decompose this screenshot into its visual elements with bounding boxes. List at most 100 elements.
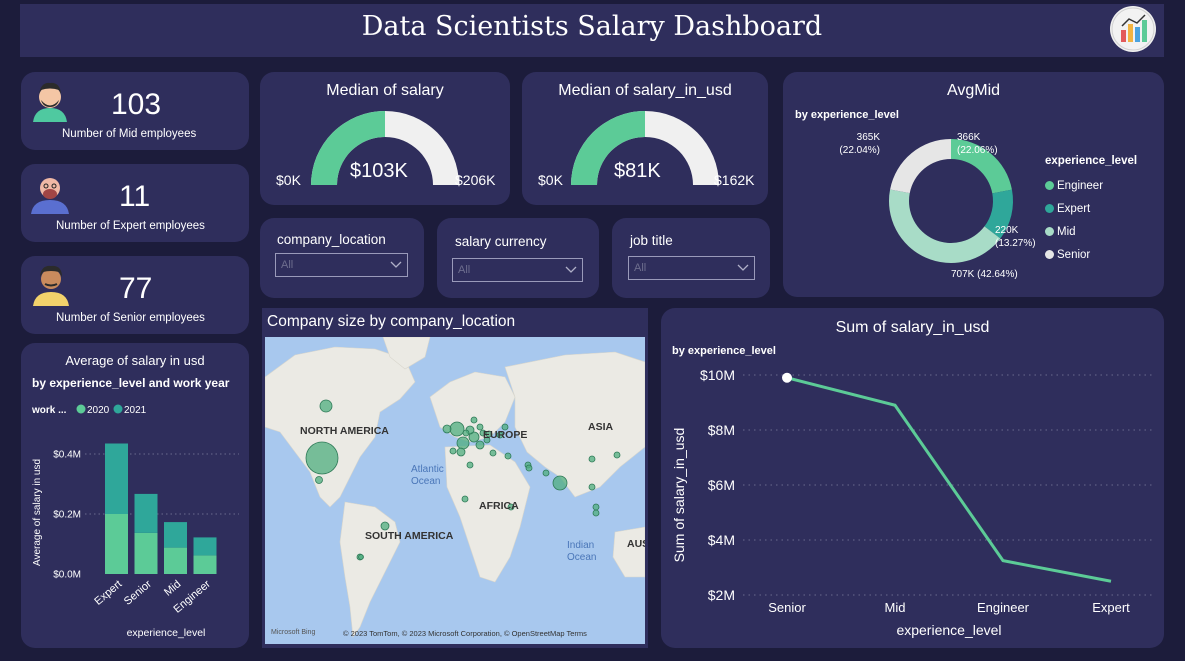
slicer-job-title-value: All bbox=[634, 262, 647, 274]
chart-logo-icon bbox=[1110, 6, 1156, 52]
bar-ytick-label: $0.4M bbox=[53, 450, 81, 461]
donut-legend-item-expert[interactable]: Expert bbox=[1045, 197, 1103, 220]
header-bar: Data Scientists Salary Dashboard bbox=[20, 4, 1164, 57]
line-highlight-point[interactable] bbox=[782, 372, 792, 383]
donut-slice-expert[interactable] bbox=[984, 189, 1013, 239]
line-ytick-label: $8M bbox=[708, 422, 735, 438]
map-credits: © 2023 TomTom, © 2023 Microsoft Corporat… bbox=[343, 629, 587, 638]
map-bubble-brazil[interactable] bbox=[380, 521, 390, 531]
bar-expert-2021[interactable] bbox=[105, 443, 128, 515]
donut-chart: 366K (22.06%) 220K (13.27%) 707K (42.64%) 365… bbox=[839, 132, 1036, 280]
slicer-company-location-dropdown[interactable]: All bbox=[275, 253, 408, 277]
map-bubble-argentina[interactable] bbox=[358, 554, 364, 560]
donut-legend-item-mid[interactable]: Mid bbox=[1045, 220, 1103, 243]
bar-xtick-label: Mid bbox=[162, 578, 183, 599]
map-bubble-algeria[interactable] bbox=[466, 461, 474, 469]
donut-subtitle: by experience_level bbox=[795, 109, 899, 121]
chevron-down-icon bbox=[390, 261, 402, 268]
bar-mid-2021[interactable] bbox=[164, 522, 187, 548]
line-series[interactable] bbox=[786, 376, 1112, 583]
line-chart-subtitle: by experience_level bbox=[672, 345, 776, 357]
bar-legend-label-2021[interactable]: 2021 bbox=[124, 405, 147, 416]
map-bubble-portugal[interactable] bbox=[449, 447, 457, 455]
line-chart-title: Sum of salary_in_usd bbox=[835, 319, 990, 336]
line-xtick-label: Engineer bbox=[977, 600, 1030, 615]
map-bubble-belgium[interactable] bbox=[462, 429, 470, 437]
map-bubble-greece[interactable] bbox=[489, 449, 497, 457]
gauge-salary-min: $0K bbox=[276, 172, 301, 188]
map-bubble-ukraine[interactable] bbox=[496, 431, 504, 439]
world-map[interactable]: NORTH AMERICA EUROPE ASIA AFRICA SOUTH A… bbox=[265, 337, 645, 644]
chevron-down-icon bbox=[565, 266, 577, 273]
bar-senior-2021[interactable] bbox=[134, 493, 158, 533]
slicer-salary-currency-dropdown[interactable]: All bbox=[452, 258, 583, 282]
mid-employee-avatar-icon bbox=[33, 82, 67, 122]
bar-mid-2020[interactable] bbox=[164, 547, 187, 574]
map-bubble-ireland[interactable] bbox=[442, 424, 452, 434]
map-bubble-hungary[interactable] bbox=[483, 436, 491, 444]
donut-legend-item-engineer[interactable]: Engineer bbox=[1045, 174, 1103, 197]
donut-slice-senior[interactable] bbox=[890, 139, 951, 194]
map-bubble-us[interactable] bbox=[305, 441, 339, 475]
line-ytick-label: $4M bbox=[708, 532, 735, 548]
map-bubble-kenya[interactable] bbox=[507, 503, 515, 511]
map-bubble-germany[interactable] bbox=[468, 431, 480, 443]
line-chart: $10M $8M $6M $4M $2M Senior Mid Engineer Expert e… bbox=[671, 367, 1153, 638]
kpi-expert-value: 11 bbox=[119, 180, 151, 213]
bar-legend-dot-2020 bbox=[76, 404, 86, 414]
map-bubble-malaysia[interactable] bbox=[592, 503, 600, 511]
gauge-salary-usd-fill bbox=[571, 111, 645, 185]
map-bubble-turkey[interactable] bbox=[504, 452, 512, 460]
legend-dot-icon bbox=[1045, 250, 1054, 259]
kpi-mid-value: 103 bbox=[111, 88, 162, 121]
donut-title: AvgMid bbox=[946, 82, 1001, 99]
donut-pct-expert: (13.27%) bbox=[995, 238, 1036, 249]
bar-legend-label-2020[interactable]: 2020 bbox=[87, 405, 110, 416]
map-bubble-uae[interactable] bbox=[542, 469, 550, 477]
donut-slice-mid[interactable] bbox=[889, 189, 1001, 263]
line-ytick-label: $2M bbox=[708, 587, 735, 603]
bar-legend-title: work ... bbox=[31, 405, 67, 416]
map-bubble-france[interactable] bbox=[456, 436, 470, 450]
map-bubble-japan[interactable] bbox=[613, 451, 621, 459]
expert-employee-avatar-icon bbox=[31, 178, 69, 214]
slicer-job-title-dropdown[interactable]: All bbox=[628, 256, 755, 280]
map-bubble-spain[interactable] bbox=[456, 447, 466, 457]
donut-legend-label: Senior bbox=[1057, 248, 1091, 261]
donut-legend-title: experience_level bbox=[1045, 155, 1138, 167]
map-bubble-china[interactable] bbox=[588, 455, 596, 463]
map-bubble-russia[interactable] bbox=[501, 423, 509, 431]
donut-label-mid: 707K (42.64%) bbox=[951, 269, 1018, 280]
map-bubble-czech[interactable] bbox=[476, 423, 484, 431]
bar-xlabel: experience_level bbox=[127, 627, 206, 639]
map-bubble-austria[interactable] bbox=[479, 429, 487, 437]
map-label-asia: ASIA bbox=[588, 421, 614, 433]
map-bubble-italy[interactable] bbox=[475, 440, 485, 450]
map-bubble-pakistan[interactable] bbox=[525, 464, 533, 472]
map-bubble-singapore[interactable] bbox=[592, 509, 600, 517]
donut-legend-label: Mid bbox=[1057, 225, 1076, 238]
gauge-salary-usd-max: $162K bbox=[714, 172, 755, 188]
donut-legend-item-senior[interactable]: Senior bbox=[1045, 243, 1103, 266]
map-bubble-nigeria[interactable] bbox=[461, 495, 469, 503]
map-bubble-mexico[interactable] bbox=[315, 476, 323, 484]
donut-slice-engineer[interactable] bbox=[951, 139, 1012, 194]
bar-engineer-2020[interactable] bbox=[193, 555, 217, 574]
map-brand: Microsoft Bing bbox=[271, 629, 315, 636]
donut-label-engineer: 366K bbox=[957, 132, 981, 143]
kpi-card-senior: 77 Number of Senior employees bbox=[21, 256, 249, 334]
map-bubble-canada[interactable] bbox=[319, 399, 333, 413]
bar-engineer-2021[interactable] bbox=[193, 537, 217, 556]
map-bubble-india[interactable] bbox=[552, 475, 568, 491]
map-bubble-uk[interactable] bbox=[449, 421, 465, 437]
map-bubble-denmark[interactable] bbox=[470, 416, 478, 424]
bar-expert-2020[interactable] bbox=[105, 514, 128, 574]
gauge-salary-usd-value: $81K bbox=[614, 160, 661, 182]
bar-xtick-label: Senior bbox=[122, 578, 154, 608]
kpi-card-mid: 103 Number of Mid employees bbox=[21, 72, 249, 150]
map-bubble-vietnam[interactable] bbox=[588, 483, 596, 491]
kpi-senior-value: 77 bbox=[119, 272, 153, 305]
bar-senior-2020[interactable] bbox=[134, 532, 158, 574]
donut-legend: Engineer Expert Mid Senior bbox=[1045, 174, 1103, 266]
donut-card: AvgMid by experience_level 366K (22.06%) 2… bbox=[783, 72, 1164, 297]
